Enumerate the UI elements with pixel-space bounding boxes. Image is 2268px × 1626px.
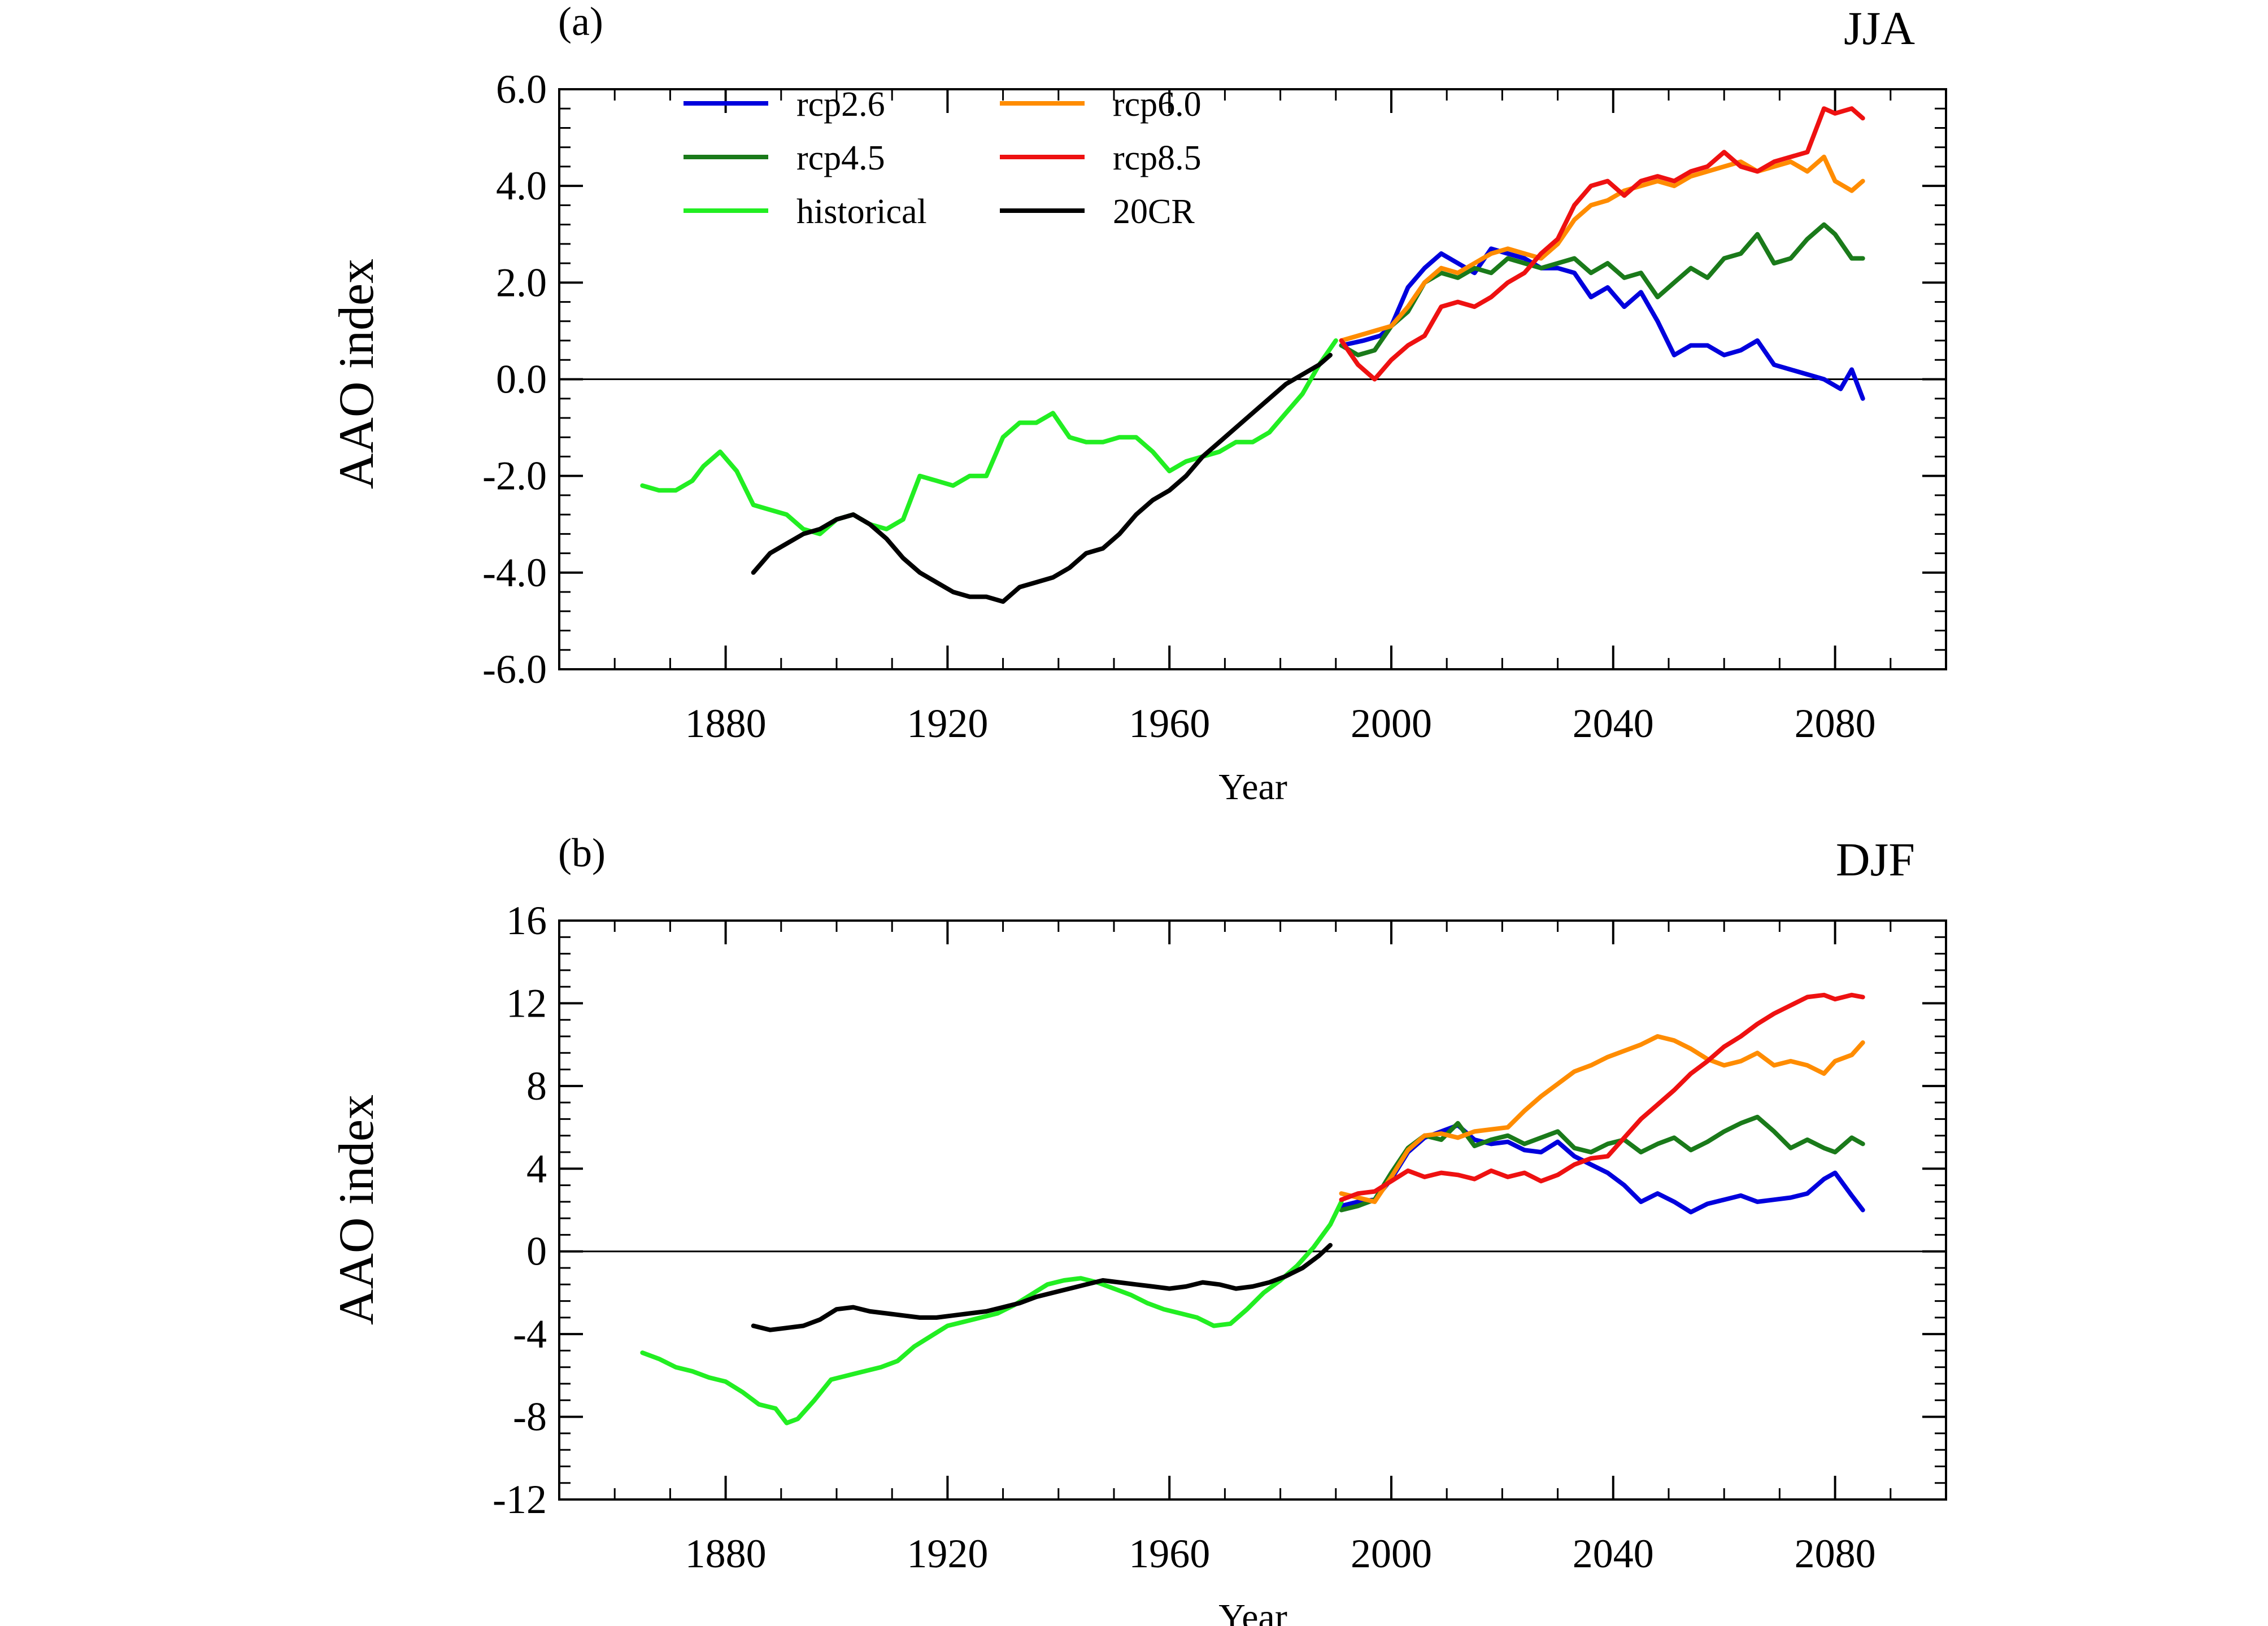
panel-a-season: JJA <box>1844 2 1915 55</box>
x-tick-label: 1960 <box>1129 701 1210 746</box>
series-line-rcp2-6-a <box>1339 246 1865 401</box>
series-line-rcp6-0-b <box>1339 1034 1865 1204</box>
y-tick-label: 4.0 <box>496 163 547 208</box>
series-line-rcp6-0-a <box>1339 154 1865 343</box>
y-tick-label: 12 <box>506 980 547 1026</box>
series-line-rcp8-5-b <box>1339 992 1865 1202</box>
x-tick-label: 2000 <box>1351 701 1432 746</box>
series-line-historical-b <box>640 1199 1344 1426</box>
legend-label: rcp4.5 <box>796 139 885 177</box>
legend-label: historical <box>796 193 927 231</box>
y-tick-label: 8 <box>526 1063 547 1109</box>
y-tick-label: -12 <box>493 1477 547 1522</box>
legend-label: 20CR <box>1113 193 1195 231</box>
panel-b-ylabel: AAO index <box>329 1095 384 1325</box>
panel-b: (b) DJF Year AAO index 1880 1920 1960 2000 2… <box>329 830 1947 1626</box>
series-line-20cr-b <box>751 1243 1333 1332</box>
panel-a-plot: 1880 1920 1960 2000 2040 2080 -6.0 -4.0 -2.0 0.0 2… <box>482 67 1947 746</box>
x-tick-label: 1880 <box>685 1531 767 1576</box>
x-tick-label: 1920 <box>907 1531 988 1576</box>
y-tick-label: 0.0 <box>496 357 547 402</box>
x-tick-label: 2040 <box>1573 701 1654 746</box>
legend-label: rcp8.5 <box>1113 139 1202 177</box>
x-tick-label: 2080 <box>1795 701 1876 746</box>
panel-b-xlabel: Year <box>1218 1597 1287 1626</box>
x-tick-label: 2080 <box>1795 1531 1876 1576</box>
panel-b-season: DJF <box>1836 834 1915 886</box>
y-tick-label: -6.0 <box>482 647 547 692</box>
plot-frame-b <box>558 919 1947 1501</box>
x-tick-label: 2000 <box>1351 1531 1432 1576</box>
y-tick-label: -8 <box>513 1394 547 1440</box>
panel-a-ylabel: AAO index <box>329 259 384 489</box>
legend-label: rcp2.6 <box>796 85 885 124</box>
panel-a-label: (a) <box>558 0 603 44</box>
panel-a: (a) JJA Year AAO index 1880 1920 1960 2000 2… <box>329 0 1947 808</box>
y-tick-label: -4 <box>513 1311 547 1357</box>
panel-b-plot: 1880 1920 1960 2000 2040 2080 -12 -8 -4 0 4 8 12 16 <box>493 898 1947 1576</box>
legend: rcp2.6 rcp4.5 historical rcp6.0 rcp8.5 20CR <box>684 85 1202 231</box>
y-tick-label: 16 <box>506 898 547 943</box>
y-tick-label: 4 <box>526 1146 547 1191</box>
x-tick-label: 2040 <box>1573 1531 1654 1576</box>
series-line-rcp8-5-a <box>1339 106 1865 382</box>
legend-label: rcp6.0 <box>1113 85 1202 124</box>
y-tick-label: -2.0 <box>482 454 547 499</box>
y-tick-label: -4.0 <box>482 550 547 595</box>
x-tick-label: 1880 <box>685 701 767 746</box>
series-line-historical-a <box>640 338 1338 537</box>
y-tick-label: 6.0 <box>496 67 547 112</box>
panel-a-xlabel: Year <box>1218 766 1287 808</box>
x-tick-label: 1960 <box>1129 1531 1210 1576</box>
series-line-20cr-a <box>751 352 1333 604</box>
panel-b-label: (b) <box>558 830 606 875</box>
y-tick-label: 2.0 <box>496 260 547 305</box>
y-tick-label: 0 <box>526 1229 547 1274</box>
x-tick-label: 1920 <box>907 701 988 746</box>
